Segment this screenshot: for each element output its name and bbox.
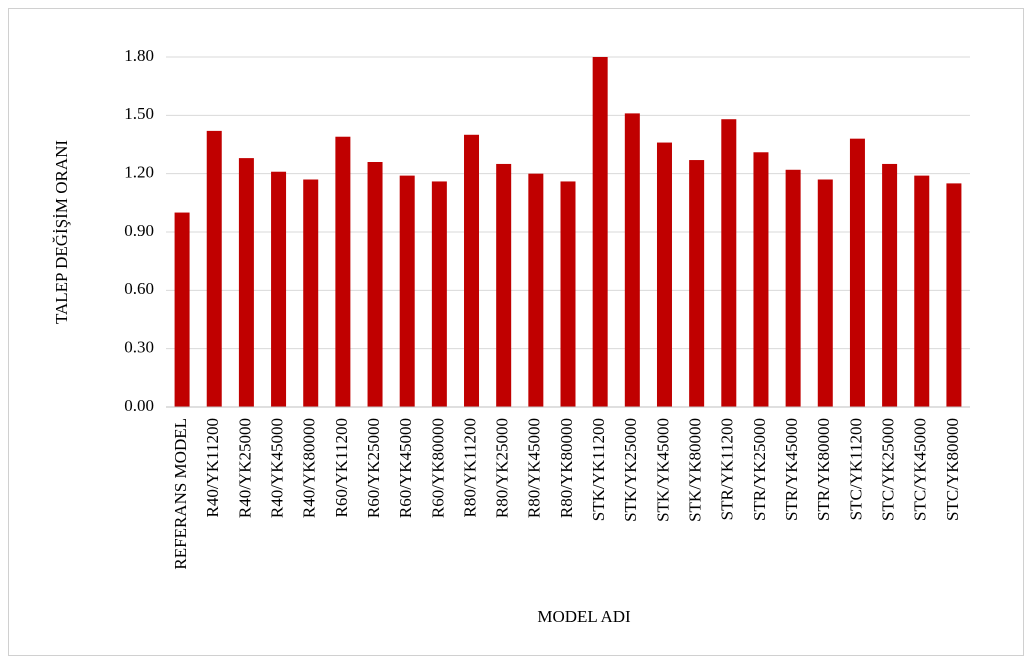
x-tick-label: R80/YK45000 — [525, 418, 544, 518]
x-tick-label: STR/YK80000 — [814, 418, 833, 521]
bar — [431, 181, 447, 407]
y-axis-title: TALEP DEĞİŞİM ORANI — [52, 140, 71, 324]
bar — [528, 173, 544, 407]
bar — [174, 212, 190, 407]
x-tick-label: STK/YK45000 — [653, 418, 672, 522]
bar — [464, 134, 480, 407]
bar — [592, 57, 608, 407]
x-tick-label: STR/YK25000 — [750, 418, 769, 521]
y-tick-label: 0.30 — [124, 338, 154, 357]
bar — [785, 169, 801, 407]
x-tick-label: STC/YK45000 — [911, 418, 930, 521]
bar — [624, 113, 640, 407]
bar — [206, 130, 222, 407]
x-tick-label: R80/YK80000 — [557, 418, 576, 518]
x-tick-label: R40/YK45000 — [267, 418, 286, 518]
bar — [560, 181, 576, 407]
x-tick-label: R40/YK25000 — [235, 418, 254, 518]
bar — [721, 119, 737, 407]
x-tick-label: STC/YK80000 — [943, 418, 962, 521]
bar — [303, 179, 319, 407]
x-tick-label: R80/YK11200 — [460, 418, 479, 518]
x-tick-label: R60/YK11200 — [332, 418, 351, 518]
x-tick-label: R40/YK80000 — [300, 418, 319, 518]
x-axis-title: MODEL ADI — [537, 607, 631, 626]
bar — [753, 152, 769, 407]
bar — [271, 171, 287, 407]
bar — [689, 160, 705, 407]
y-tick-label: 1.50 — [124, 104, 154, 123]
bar — [817, 179, 833, 407]
x-tick-label: STC/YK11200 — [846, 418, 865, 520]
x-tick-label: R60/YK45000 — [396, 418, 415, 518]
x-tick-label: R60/YK80000 — [428, 418, 447, 518]
y-tick-label: 0.00 — [124, 396, 154, 415]
bar — [496, 163, 512, 407]
bar — [656, 142, 672, 408]
y-tick-label: 0.90 — [124, 221, 154, 240]
x-tick-label: STK/YK11200 — [589, 418, 608, 521]
x-tick-label: STC/YK25000 — [879, 418, 898, 521]
bar — [335, 136, 351, 407]
y-tick-label: 1.20 — [124, 163, 154, 182]
y-tick-label: 0.60 — [124, 279, 154, 298]
bar — [238, 158, 254, 407]
y-tick-label: 1.80 — [124, 46, 154, 65]
x-tick-label: R80/YK25000 — [493, 418, 512, 518]
bar — [914, 175, 930, 407]
bar — [399, 175, 415, 407]
bar — [849, 138, 865, 407]
bar — [367, 162, 383, 407]
x-tick-label: STR/YK45000 — [782, 418, 801, 521]
chart-frame — [8, 8, 1024, 656]
x-tick-label: STR/YK11200 — [718, 418, 737, 520]
x-tick-label: REFERANS MODEL — [171, 418, 190, 570]
x-tick-label: STK/YK80000 — [686, 418, 705, 522]
bar — [946, 183, 962, 407]
x-tick-label: R40/YK11200 — [203, 418, 222, 518]
bar — [882, 163, 898, 407]
x-tick-label: R60/YK25000 — [364, 418, 383, 518]
x-tick-label: STK/YK25000 — [621, 418, 640, 522]
